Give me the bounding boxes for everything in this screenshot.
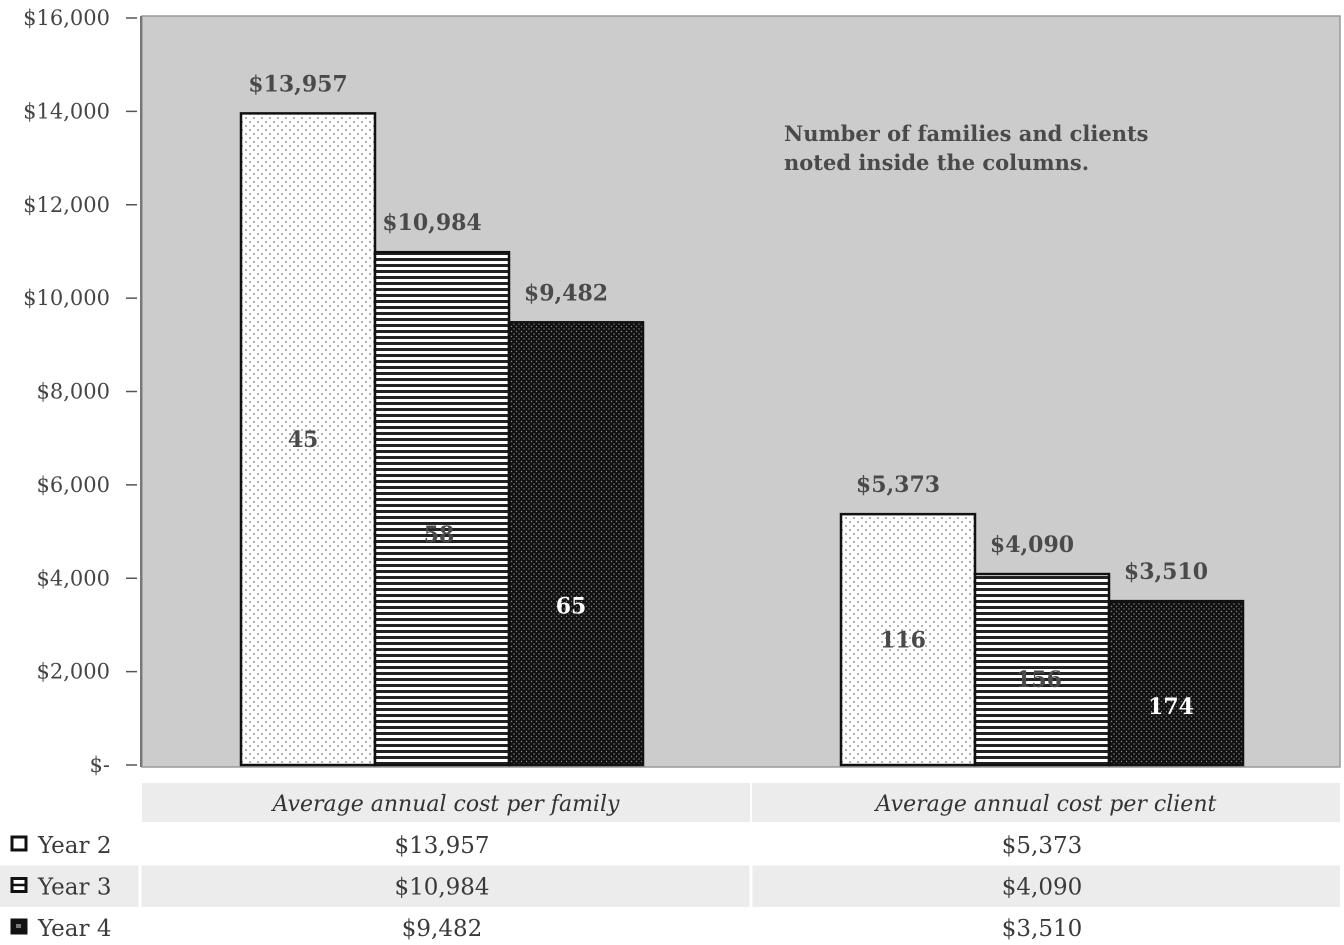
bar-year-2	[239, 112, 377, 767]
table-header-label: Average annual cost per family	[271, 792, 620, 817]
y-tick-label: $14,000	[23, 99, 110, 123]
bar-count-label: 58	[424, 522, 455, 548]
y-tick-label: $8,000	[37, 380, 110, 404]
year3-pattern-icon	[10, 877, 28, 893]
bar-value-label: $9,482	[524, 280, 608, 306]
table-cell: $13,957	[394, 833, 489, 859]
table-row-label: Year 3	[37, 875, 111, 901]
y-axis: $- $2,000 $4,000 $6,000 $8,000 $10,000 $12,000…	[23, 6, 137, 777]
bar-value-label: $3,510	[1124, 559, 1208, 585]
table-cell: $10,984	[394, 875, 489, 901]
bar-year-4	[1107, 599, 1245, 767]
bars: $13,957 45 $10,984 58 $9,482 65 $5,373 116 $4,09…	[239, 71, 1245, 767]
year2-pattern-icon	[10, 835, 28, 852]
bar-count-label: 116	[880, 628, 926, 654]
table-cell: $9,482	[402, 916, 482, 942]
bar-count-label: 156	[1016, 667, 1062, 693]
table-header-cell	[142, 783, 750, 822]
bar-count-label: 174	[1148, 694, 1194, 720]
bar-count-label: 65	[556, 594, 587, 620]
y-tick-label: $12,000	[23, 193, 110, 217]
bar-year-3	[373, 250, 511, 767]
bar-value-label: $13,957	[248, 71, 348, 97]
table-header-label: Average annual cost per client	[874, 792, 1217, 817]
y-tick-label: $16,000	[23, 6, 110, 30]
y-tick-label: $-	[90, 753, 110, 777]
y-tick-label: $10,000	[23, 286, 110, 310]
bar-year-3	[973, 572, 1111, 767]
bar-value-label: $4,090	[990, 532, 1074, 558]
table-cell: $3,510	[1002, 916, 1082, 942]
bar-value-label: $5,373	[856, 472, 940, 498]
annotation-line-1: Number of families and clients	[784, 121, 1149, 146]
table-row-label: Year 2	[37, 833, 111, 859]
annotation-line-2: noted inside the columns.	[784, 150, 1089, 175]
year4-pattern-icon	[10, 918, 28, 935]
y-tick-label: $4,000	[37, 566, 110, 590]
bar-year-2	[839, 512, 977, 767]
table-row-band	[0, 865, 1340, 907]
y-tick-label: $6,000	[37, 473, 110, 497]
table-row-label: Year 4	[37, 916, 111, 942]
table-header-cell	[752, 783, 1340, 822]
table-cell: $4,090	[1002, 875, 1082, 901]
bar-year-4	[507, 321, 645, 767]
table-cell: $5,373	[1002, 833, 1082, 859]
bar-value-label: $10,984	[382, 210, 482, 236]
bar-count-label: 45	[288, 427, 319, 453]
data-table: Average annual cost per family Average an…	[0, 783, 1340, 942]
y-tick-label: $2,000	[37, 660, 110, 684]
